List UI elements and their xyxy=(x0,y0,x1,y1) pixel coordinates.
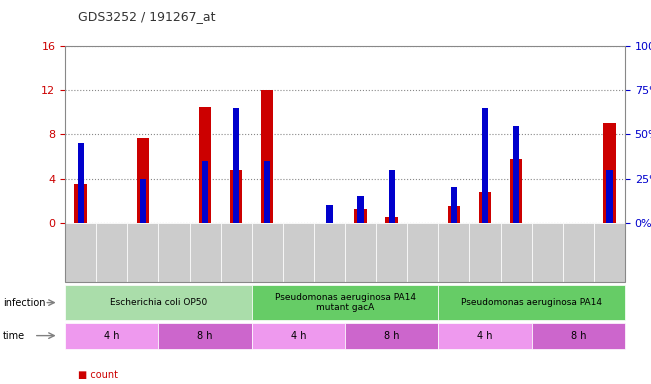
Text: 4 h: 4 h xyxy=(477,331,493,341)
Text: 8 h: 8 h xyxy=(384,331,400,341)
Bar xyxy=(230,170,242,223)
Text: Escherichia coli OP50: Escherichia coli OP50 xyxy=(110,298,207,307)
Bar xyxy=(448,206,460,223)
Text: 4 h: 4 h xyxy=(290,331,306,341)
Bar xyxy=(74,184,87,223)
Bar xyxy=(513,126,519,223)
Bar xyxy=(261,90,273,223)
Bar xyxy=(202,161,208,223)
Text: infection: infection xyxy=(3,298,46,308)
Bar xyxy=(603,123,616,223)
Bar xyxy=(140,179,146,223)
Bar xyxy=(77,143,84,223)
Bar xyxy=(357,196,364,223)
Bar xyxy=(606,170,613,223)
Text: ■ count: ■ count xyxy=(78,370,118,380)
Bar xyxy=(450,187,457,223)
Bar xyxy=(233,108,240,223)
Bar xyxy=(510,159,522,223)
Text: 8 h: 8 h xyxy=(197,331,213,341)
Bar xyxy=(478,192,492,223)
Text: GDS3252 / 191267_at: GDS3252 / 191267_at xyxy=(78,10,215,23)
Bar xyxy=(199,107,212,223)
Bar xyxy=(482,108,488,223)
Text: Pseudomonas aeruginosa PA14: Pseudomonas aeruginosa PA14 xyxy=(461,298,602,307)
Bar xyxy=(354,210,367,223)
Text: 8 h: 8 h xyxy=(570,331,586,341)
Bar xyxy=(137,138,149,223)
Bar xyxy=(389,170,395,223)
Text: time: time xyxy=(3,331,25,341)
Bar xyxy=(326,205,333,223)
Bar xyxy=(385,217,398,223)
Bar xyxy=(264,161,270,223)
Text: Pseudomonas aeruginosa PA14
mutant gacA: Pseudomonas aeruginosa PA14 mutant gacA xyxy=(275,293,415,312)
Text: 4 h: 4 h xyxy=(104,331,120,341)
